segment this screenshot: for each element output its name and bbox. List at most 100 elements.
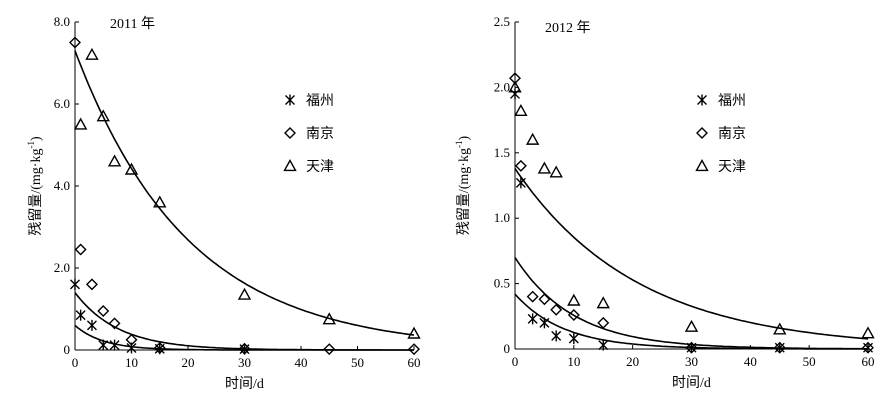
data-point-triangle bbox=[508, 80, 522, 93]
y-tick-label: 8.0 bbox=[54, 14, 70, 29]
data-point-diamond bbox=[153, 341, 166, 354]
legend-label: 天津 bbox=[718, 159, 746, 175]
data-point-triangle bbox=[549, 165, 563, 178]
x-axis-label: 时间/d bbox=[225, 376, 264, 392]
legend-marker-diamond bbox=[696, 127, 708, 139]
x-tick-label: 50 bbox=[351, 355, 364, 370]
legend-label: 福州 bbox=[718, 93, 746, 109]
data-point-diamond bbox=[597, 316, 610, 329]
x-axis-label: 时间/d bbox=[672, 375, 711, 391]
legend-marker-triangle bbox=[695, 159, 709, 172]
data-point-star bbox=[568, 333, 579, 345]
legend-marker-star bbox=[697, 94, 707, 106]
y-tick-label: 1.5 bbox=[494, 145, 510, 160]
y-label-close: ) bbox=[29, 136, 44, 141]
data-point-star bbox=[539, 317, 550, 329]
x-tick-label: 40 bbox=[744, 354, 757, 369]
legend-label: 天津 bbox=[306, 159, 334, 175]
x-tick-label: 60 bbox=[862, 354, 875, 369]
data-point-triangle bbox=[596, 296, 610, 309]
fit-curve-triangle bbox=[74, 50, 415, 336]
data-point-diamond bbox=[550, 303, 563, 316]
data-point-diamond bbox=[69, 36, 81, 49]
x-tick-label: 0 bbox=[72, 355, 79, 370]
data-point-diamond bbox=[773, 341, 786, 354]
x-tick-label: 60 bbox=[408, 355, 421, 370]
data-point-diamond bbox=[685, 341, 698, 354]
legend-label: 福州 bbox=[306, 93, 334, 109]
x-tick-label: 40 bbox=[295, 355, 308, 370]
data-point-diamond bbox=[862, 341, 874, 354]
chart-title: 2012 年 bbox=[545, 20, 591, 36]
data-point-triangle bbox=[73, 117, 88, 130]
x-tick-label: 10 bbox=[125, 355, 138, 370]
data-point-star bbox=[75, 309, 86, 321]
data-point-star bbox=[510, 88, 520, 100]
data-point-star bbox=[98, 339, 109, 351]
y-axis-label: 残留量/(mg·kg-1) bbox=[26, 136, 44, 236]
data-point-triangle bbox=[773, 322, 787, 335]
data-point-star bbox=[598, 339, 609, 351]
data-point-triangle bbox=[237, 287, 252, 300]
data-point-triangle bbox=[514, 104, 528, 117]
data-point-diamond bbox=[323, 343, 336, 356]
data-point-triangle bbox=[684, 319, 699, 332]
data-point-diamond bbox=[538, 293, 551, 306]
data-point-diamond bbox=[97, 305, 110, 318]
y-label-main: 残留量/(mg·kg bbox=[456, 148, 472, 235]
data-point-triangle bbox=[153, 195, 167, 208]
legend-marker-triangle bbox=[283, 159, 297, 172]
fit-curve-diamond bbox=[514, 256, 868, 350]
y-tick-label: 2.5 bbox=[494, 14, 510, 29]
data-point-triangle bbox=[85, 47, 99, 60]
data-point-diamond bbox=[85, 278, 98, 291]
data-point-triangle bbox=[124, 162, 139, 175]
y-axis-label: 残留量/(mg·kg-1) bbox=[454, 136, 472, 236]
data-point-diamond bbox=[567, 309, 580, 321]
data-point-star bbox=[515, 177, 526, 189]
y-tick-label: 0 bbox=[504, 341, 511, 356]
data-point-diamond bbox=[514, 159, 527, 172]
data-point-star bbox=[863, 342, 873, 354]
legend-marker-star bbox=[285, 94, 295, 106]
fit-curve-diamond bbox=[74, 292, 414, 351]
y-label-main: 残留量/(mg·kg bbox=[28, 149, 44, 236]
data-point-diamond bbox=[74, 243, 87, 256]
y-label-superscript: -1 bbox=[26, 141, 36, 149]
x-tick-label: 0 bbox=[512, 354, 519, 369]
y-tick-label: 1.0 bbox=[494, 210, 510, 225]
data-point-diamond bbox=[108, 317, 121, 330]
y-tick-label: 2.0 bbox=[494, 79, 510, 94]
fit-curve-triangle bbox=[514, 168, 869, 340]
x-tick-label: 30 bbox=[238, 355, 251, 370]
data-point-star bbox=[686, 342, 697, 354]
data-point-triangle bbox=[537, 161, 552, 174]
y-tick-label: 2.0 bbox=[54, 260, 70, 275]
data-point-triangle bbox=[525, 132, 540, 145]
chart-panel-1: 0 10 20 30 40 50 60 0 2.0 4.0 6.0 8.0 2011 年时间/d 残留量/… bbox=[26, 14, 421, 392]
y-label-close: ) bbox=[457, 136, 472, 141]
data-point-triangle bbox=[96, 109, 110, 122]
data-point-star bbox=[109, 339, 120, 351]
data-point-diamond bbox=[408, 343, 420, 356]
data-point-star bbox=[70, 278, 80, 290]
data-point-diamond bbox=[125, 333, 138, 346]
data-point-star bbox=[551, 330, 562, 342]
data-point-diamond bbox=[238, 342, 251, 355]
data-point-triangle bbox=[322, 312, 336, 325]
y-tick-label: 0.5 bbox=[494, 276, 510, 291]
data-point-star bbox=[527, 313, 538, 325]
data-point-triangle bbox=[107, 154, 122, 167]
x-tick-label: 20 bbox=[182, 355, 195, 370]
data-point-triangle bbox=[861, 326, 875, 339]
y-tick-label: 6.0 bbox=[54, 96, 70, 111]
x-tick-label: 50 bbox=[803, 354, 816, 369]
legend-label: 南京 bbox=[306, 126, 334, 142]
chart-title: 2011 年 bbox=[110, 16, 155, 32]
data-point-diamond bbox=[526, 290, 539, 303]
data-point-triangle bbox=[567, 293, 581, 306]
x-tick-label: 30 bbox=[685, 354, 698, 369]
chart-panel-2: 0 10 20 30 40 50 60 0 0.5 1.0 1.5 2.0 2.5 2012 年时间/d 残… bbox=[454, 14, 875, 391]
y-label-superscript: -1 bbox=[454, 141, 464, 149]
